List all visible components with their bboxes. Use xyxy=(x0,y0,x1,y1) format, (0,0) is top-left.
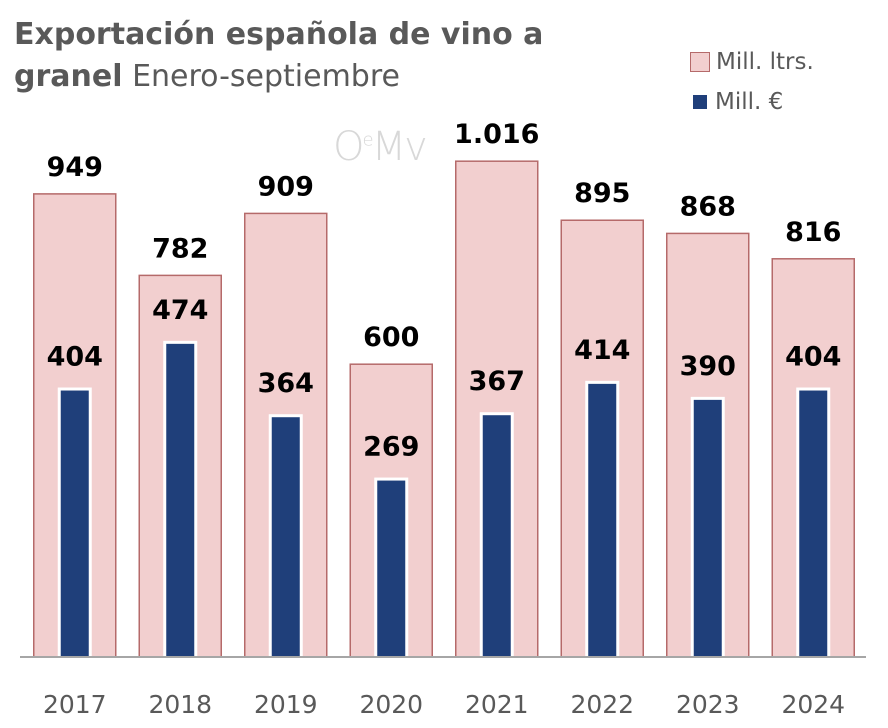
x-tick-label: 2017 xyxy=(43,690,107,719)
data-label-euros: 269 xyxy=(363,432,419,463)
legend: Mill. ltrs. Mill. € xyxy=(690,42,814,122)
bar-euros xyxy=(482,415,511,657)
data-label-euros: 390 xyxy=(680,351,736,382)
bar-euros xyxy=(588,383,617,657)
watermark-logo: OeMv xyxy=(333,124,428,170)
x-tick-label: 2023 xyxy=(676,690,740,719)
data-label-euros: 364 xyxy=(258,368,314,399)
data-label-euros: 414 xyxy=(574,335,630,366)
bar-euros xyxy=(693,399,722,657)
data-label-litres: 816 xyxy=(785,217,841,248)
data-label-euros: 404 xyxy=(785,342,841,373)
data-label-litres: 782 xyxy=(152,233,208,264)
x-tick-label: 2024 xyxy=(781,690,845,719)
bar-euros xyxy=(60,390,89,657)
bar-euros xyxy=(799,390,828,657)
x-tick-label: 2022 xyxy=(570,690,634,719)
chart-subtitle: Enero-septiembre xyxy=(132,59,400,94)
bar-euros xyxy=(271,417,300,657)
data-label-litres: 868 xyxy=(680,191,736,222)
data-label-litres: 600 xyxy=(363,322,419,353)
data-label-euros: 474 xyxy=(152,295,208,326)
bar-euros xyxy=(377,480,406,657)
x-tick-label: 2020 xyxy=(359,690,423,719)
legend-item-euros: Mill. € xyxy=(690,82,814,122)
data-label-euros: 404 xyxy=(47,342,103,373)
chart-title: Exportación española de vino a granel En… xyxy=(14,17,544,94)
bar-euros xyxy=(166,343,195,657)
x-tick-label: 2019 xyxy=(254,690,318,719)
legend-swatch-pink xyxy=(690,52,710,72)
legend-item-litres: Mill. ltrs. xyxy=(690,42,814,82)
data-label-litres: 949 xyxy=(47,152,103,183)
data-label-litres: 1.016 xyxy=(454,119,539,150)
data-label-euros: 367 xyxy=(469,366,525,397)
x-tick-label: 2021 xyxy=(465,690,529,719)
data-label-litres: 909 xyxy=(258,171,314,202)
legend-swatch-blue xyxy=(693,95,707,109)
x-tick-label: 2018 xyxy=(148,690,212,719)
data-label-litres: 895 xyxy=(574,178,630,209)
